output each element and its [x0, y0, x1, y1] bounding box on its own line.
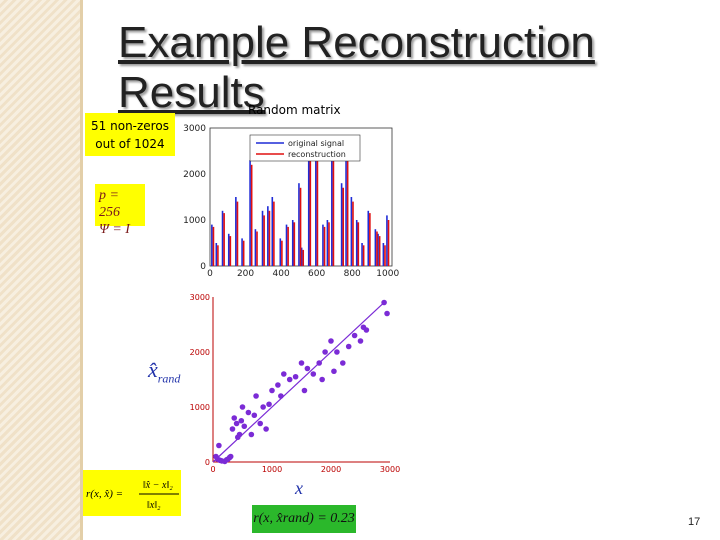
scatter-point: [316, 360, 323, 366]
signal-xtick-label: 0: [207, 269, 213, 279]
scatter-point: [345, 343, 352, 350]
param-psi: Ψ = I: [99, 222, 130, 237]
slide-title-line1: Example Reconstruction: [118, 18, 595, 67]
signal-xtick-label: 400: [273, 269, 290, 279]
y-axis-symbol-main: x̂: [148, 357, 158, 382]
scatter-point: [238, 417, 245, 424]
slide-title: Example Reconstruction Results: [118, 18, 595, 118]
scatter-point: [245, 409, 252, 416]
signal-legend-box: [249, 134, 361, 162]
signal-xtick-label: 1000: [376, 269, 399, 279]
formula-graphic: r(x, x̂) = ‖x̂ − x‖₂ ‖x‖₂: [86, 480, 179, 511]
scatter-xtick-label: 1000: [262, 465, 282, 474]
params-box: p = 256 Ψ = I: [95, 184, 145, 237]
signal-xtick-label: 200: [237, 269, 254, 279]
formula-box: r(x, x̂) = ‖x̂ − x‖₂ ‖x‖₂: [83, 470, 181, 516]
nonzeros-line1: 51 non-zeros: [91, 119, 169, 133]
scatter-point: [298, 360, 305, 366]
formula-lhs: r(x, x̂) =: [86, 488, 123, 500]
scatter-ytick-label: 2000: [190, 348, 210, 357]
slide-title-line2: Results: [118, 68, 265, 117]
scatter-point: [260, 404, 266, 410]
page-number: 17: [688, 516, 701, 528]
scatter-point: [229, 426, 236, 432]
formula-numerator: ‖x̂ − x‖₂: [143, 480, 173, 491]
scatter-point: [278, 393, 284, 399]
signal-xtick-label: 800: [344, 269, 361, 279]
scatter-point: [236, 431, 243, 438]
result-r-text: r(x, x̂rand) = 0.23: [253, 511, 355, 526]
scatter-point: [292, 373, 299, 380]
y-axis-symbol-sub: rand: [157, 371, 181, 386]
scatter-point: [233, 420, 240, 427]
scatter-point: [381, 299, 387, 306]
result-r-box: r(x, x̂rand) = 0.23: [252, 505, 356, 533]
x-axis-symbol: x: [295, 478, 303, 498]
scatter-point: [263, 426, 269, 432]
signal-legend-label: reconstruction: [288, 150, 346, 159]
scatter-point: [319, 376, 325, 383]
scatter-point: [227, 453, 234, 460]
scatter-point: [281, 371, 287, 377]
slide-stripe-border: [80, 0, 83, 540]
scatter-point: [216, 442, 222, 449]
scatter-point: [286, 376, 293, 383]
scatter-point: [304, 365, 311, 372]
scatter-ytick-label: 1000: [190, 403, 210, 412]
chart-subtitle: Random matrix: [248, 103, 341, 117]
signal-ytick-label: 2000: [183, 170, 206, 180]
scatter-point: [253, 393, 259, 399]
scatter-point: [257, 420, 264, 427]
scatter-point: [357, 338, 364, 344]
scatter-point: [239, 404, 246, 410]
scatter-point: [334, 349, 340, 355]
nonzeros-label: 51 non-zeros out of 1024: [85, 113, 175, 156]
scatter-point: [266, 401, 272, 408]
formula-denominator: ‖x‖₂: [147, 500, 161, 511]
scatter-point: [241, 423, 248, 430]
signal-xtick-label: 600: [308, 269, 325, 279]
scatter-point: [275, 382, 281, 388]
y-axis-symbol: x̂rand: [148, 357, 180, 386]
scatter-point: [384, 310, 390, 317]
scatter-point: [363, 327, 370, 333]
scatter-point: [248, 431, 255, 438]
scatter-xtick-label: 3000: [380, 465, 400, 474]
scatter-point: [310, 371, 317, 377]
signal-legend-label: original signal: [288, 139, 344, 148]
scatter-point: [251, 412, 258, 419]
signal-ytick-label: 1000: [183, 216, 206, 226]
scatter-ytick-label: 3000: [190, 293, 210, 302]
scatter-point: [322, 349, 328, 355]
scatter-point: [351, 332, 358, 339]
scatter-point: [328, 338, 334, 344]
param-p: p = 256: [99, 188, 120, 220]
scatter-point: [331, 368, 337, 375]
scatter-point: [231, 415, 238, 421]
scatter-point: [301, 387, 308, 394]
scatter-xtick-label: 0: [210, 465, 215, 474]
scatter-point: [340, 360, 346, 366]
scatter-xtick-label: 2000: [321, 465, 341, 474]
scatter-point: [269, 387, 275, 394]
scatter-ytick-label: 0: [205, 458, 210, 467]
signal-ytick-label: 3000: [183, 124, 206, 134]
nonzeros-line2: out of 1024: [95, 137, 165, 151]
slide-decorative-stripe: [0, 0, 80, 540]
signal-ytick-label: 0: [200, 262, 206, 272]
